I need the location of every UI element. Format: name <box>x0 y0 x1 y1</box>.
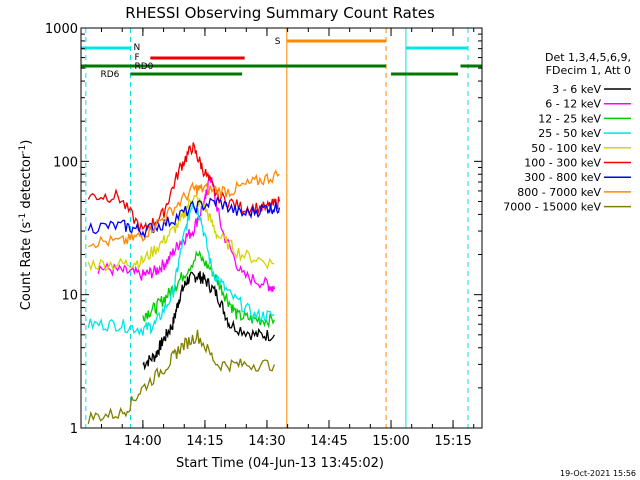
plot-frame <box>80 27 483 429</box>
y-axis-label: Count Rate (s-1 detector-1) <box>18 140 34 311</box>
legend-header: Det 1,3,4,5,6,9, <box>545 51 631 64</box>
x-tick-label: 14:15 <box>186 434 223 449</box>
legend-entry-label: 12 - 25 keV <box>538 112 601 125</box>
flag-label-n: N <box>133 43 140 53</box>
legend: Det 1,3,4,5,6,9,FDecim 1, Att 0 3 - 6 keV… <box>503 51 631 214</box>
x-axis-label: Start Time (04-Jun-13 13:45:02) <box>176 456 384 471</box>
y-axis-ticks: 1 10 100 1000 <box>45 22 482 437</box>
y-tick-label: 100 <box>53 155 78 170</box>
legend-entry-label: 6 - 12 keV <box>545 98 601 111</box>
chart-title: RHESSI Observing Summary Count Rates <box>125 4 435 22</box>
ylabel-part-1: -1 <box>18 213 28 222</box>
series-line-12-25-keV <box>142 249 275 329</box>
x-tick-label: 15:00 <box>372 434 409 449</box>
x-tick-label: 14:30 <box>248 434 285 449</box>
series-line-800-7000-keV <box>88 169 280 249</box>
series-line-25-50-keV <box>87 203 275 337</box>
legend-entry-label: 800 - 7000 keV <box>517 186 601 199</box>
legend-entry-label: 7000 - 15000 keV <box>503 201 601 214</box>
series-line-7000-15000-keV <box>87 329 276 425</box>
legend-entry-label: 100 - 300 keV <box>524 157 601 170</box>
x-tick-label: 15:15 <box>434 434 471 449</box>
series-line-3-6-keV <box>142 271 275 371</box>
y-tick-label: 1000 <box>45 22 78 37</box>
series-line-6-12-keV <box>97 174 276 293</box>
ylabel-part-3: -1 <box>18 145 28 154</box>
series-line-50-100-keV <box>87 195 275 272</box>
legend-entry-label: 3 - 6 keV <box>552 83 601 96</box>
y-tick-label: 10 <box>61 289 78 304</box>
series-line-300-800-keV <box>87 196 281 240</box>
ylabel-part-4: ) <box>19 140 34 145</box>
legend-entry-label: 50 - 100 keV <box>531 142 601 155</box>
y-tick-label: 1 <box>70 422 78 437</box>
flag-label-rd6: RD6 <box>100 70 119 80</box>
ylabel-part-0: Count Rate (s <box>19 222 34 311</box>
x-axis-ticks: 14:00 14:15 14:30 14:45 15:00 15:15 <box>101 28 475 449</box>
x-tick-label: 14:00 <box>124 434 161 449</box>
legend-entry-label: 25 - 50 keV <box>538 127 601 140</box>
flag-label-s: S <box>275 37 281 47</box>
flag-label-f: F <box>134 53 139 63</box>
data-gap <box>284 28 399 428</box>
legend-header: FDecim 1, Att 0 <box>546 64 631 77</box>
ylabel-part-2: detector <box>19 153 34 213</box>
series-line-100-300-keV <box>87 142 281 233</box>
footer-timestamp: 19-Oct-2021 15:56 <box>560 469 636 478</box>
flag-label-rd0: RD0 <box>134 62 153 72</box>
x-tick-label: 14:45 <box>310 434 347 449</box>
legend-entry-label: 300 - 800 keV <box>524 171 601 184</box>
